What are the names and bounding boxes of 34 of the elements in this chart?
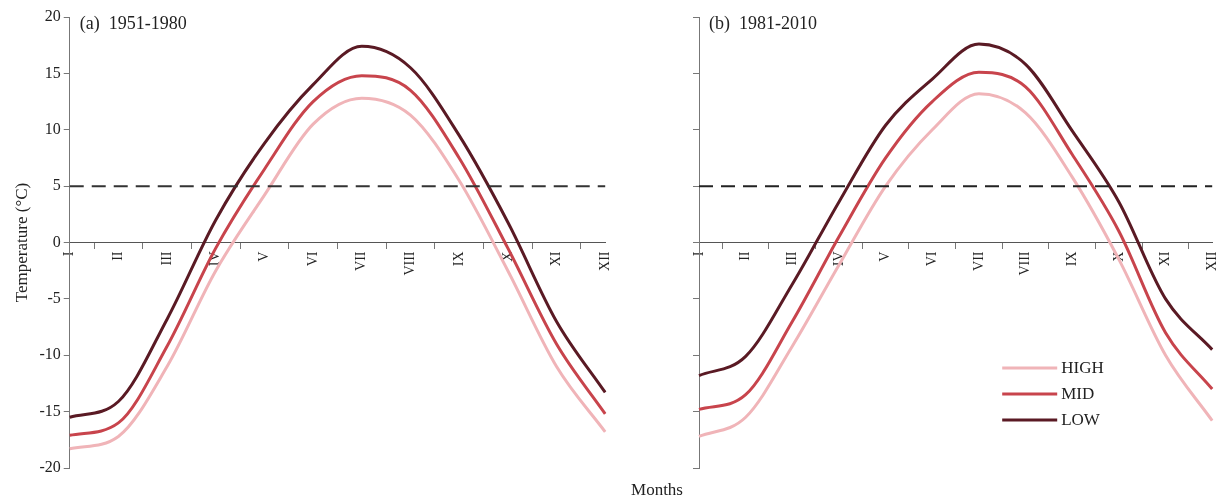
x-tick-label: II xyxy=(737,251,753,261)
y-tick-label: 10 xyxy=(44,119,61,137)
x-tick-label: VII xyxy=(970,251,986,271)
x-tick-label: VII xyxy=(353,251,369,271)
x-axis-title: Months xyxy=(630,480,684,500)
y-tick-label: -5 xyxy=(47,289,61,307)
x-tick-label: V xyxy=(877,251,893,262)
y-tick-label: -15 xyxy=(39,401,61,419)
y-axis-title: Temperature (°C) xyxy=(11,182,31,303)
legend-label: HIGH xyxy=(1061,358,1104,378)
x-tick-label: VI xyxy=(304,251,320,267)
y-tick-label: -20 xyxy=(39,458,61,476)
x-tick-label: VIII xyxy=(1017,251,1033,276)
x-tick-label: IX xyxy=(1063,251,1079,267)
y-tick-label: -10 xyxy=(39,345,61,363)
y-tick-label: 15 xyxy=(44,63,61,81)
x-tick-label: XII xyxy=(596,251,612,271)
x-tick-label: VI xyxy=(923,251,939,267)
y-tick-label: 20 xyxy=(44,7,61,25)
chart-title: (a) 1951-1980 xyxy=(79,12,187,34)
chart-title: (b) 1981-2010 xyxy=(709,12,817,34)
x-tick-label: II xyxy=(110,251,126,261)
x-tick-label: IX xyxy=(450,251,466,267)
x-tick-label: XI xyxy=(548,251,564,267)
legend-label: MID xyxy=(1061,384,1095,404)
y-tick-label: 0 xyxy=(52,232,61,250)
y-tick-label: 5 xyxy=(52,176,61,194)
x-tick-label: XII xyxy=(1203,251,1219,271)
x-tick-label: VIII xyxy=(402,251,418,276)
legend-label: LOW xyxy=(1061,410,1101,430)
x-tick-label: V xyxy=(256,251,272,262)
x-tick-label: XI xyxy=(1157,251,1173,267)
x-tick-label: III xyxy=(158,251,174,266)
x-tick-label: III xyxy=(783,251,799,266)
